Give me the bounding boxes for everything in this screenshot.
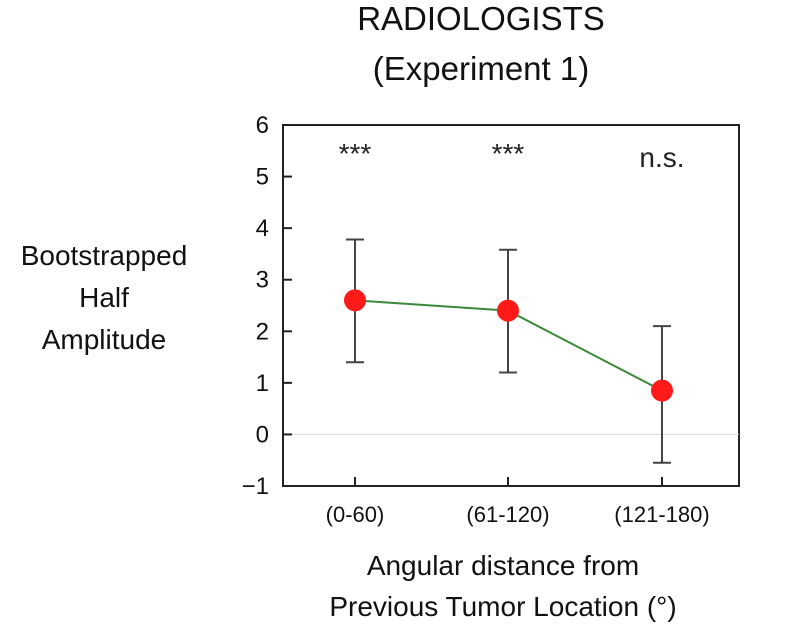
y-axis-label-line-3: Amplitude — [42, 324, 167, 355]
x-tick-label: (61-120) — [466, 502, 549, 527]
data-point — [344, 289, 366, 312]
y-axis-ticks: −1 0 1 2 3 4 5 6 — [242, 112, 292, 500]
x-tick-label: (0-60) — [326, 502, 385, 527]
data-point — [651, 379, 673, 402]
significance-label: *** — [492, 138, 525, 169]
significance-label: n.s. — [639, 142, 684, 173]
y-tick-label: 3 — [256, 267, 269, 294]
x-tick-label: (121-180) — [614, 502, 709, 527]
y-tick-label: 0 — [256, 421, 269, 448]
chart-title-line-2: (Experiment 1) — [373, 50, 589, 87]
y-tick-label: 1 — [256, 370, 269, 397]
significance-labels: *** *** n.s. — [339, 138, 685, 173]
y-axis-label-line-2: Half — [79, 282, 129, 313]
significance-label: *** — [339, 138, 372, 169]
chart-title-line-1: RADIOLOGISTS — [357, 0, 605, 37]
y-tick-label: 2 — [256, 318, 269, 345]
data-marks — [344, 238, 673, 464]
x-axis-label-line-2: Previous Tumor Location (°) — [329, 591, 676, 622]
y-tick-label: 4 — [256, 215, 269, 242]
plot-frame — [282, 124, 740, 487]
x-axis-ticks: (0-60) (61-120) (121-180) — [326, 477, 710, 527]
y-axis-label-line-1: Bootstrapped — [21, 240, 188, 271]
y-tick-label: 6 — [256, 112, 269, 139]
y-tick-label: −1 — [242, 473, 269, 500]
y-tick-label: 5 — [256, 164, 269, 191]
x-axis-label-line-1: Angular distance from — [367, 550, 639, 581]
data-point — [497, 299, 519, 322]
